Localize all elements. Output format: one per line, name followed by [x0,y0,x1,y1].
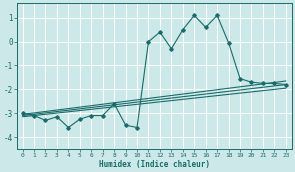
X-axis label: Humidex (Indice chaleur): Humidex (Indice chaleur) [99,159,210,169]
